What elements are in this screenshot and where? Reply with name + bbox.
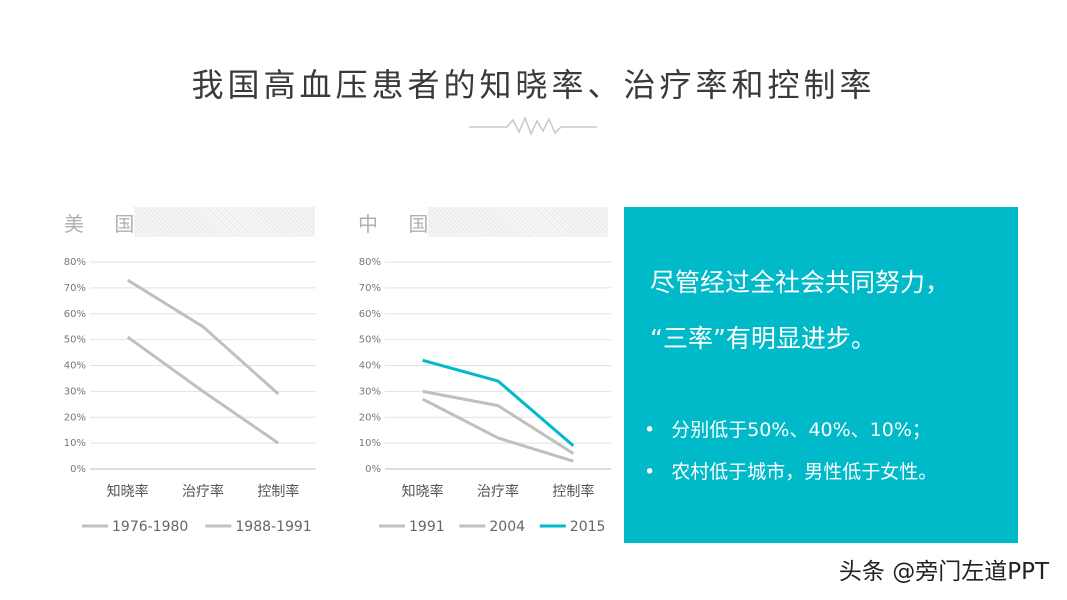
- summary-box: 尽管经过全社会共同努力， “三率”有明显进步。 分别低于50%、40%、10%；…: [624, 207, 1018, 543]
- us-xtick-label: 控制率: [257, 483, 299, 500]
- cn-ytick-label: 50%: [359, 335, 381, 346]
- cn-label-bar: [428, 207, 608, 237]
- cn-ytick-label: 10%: [359, 438, 381, 449]
- page-title: 我国高血压患者的知晓率、治疗率和控制率: [191, 66, 876, 104]
- us-ytick-label: 20%: [64, 412, 86, 423]
- cn-series-line-1991: [421, 397, 574, 463]
- cn-legend-label: 2015: [570, 519, 606, 535]
- cn-series-line-2004: [422, 389, 575, 455]
- cn-line-chart: 0% 10% 20% 30% 40% 50% 60% 70% 80% 知晓率 治疗率 控制率 1991 2…: [359, 257, 611, 535]
- watermark: 头条 @旁门左道PPT: [838, 559, 1049, 585]
- pulse-wave-icon: [469, 115, 597, 136]
- us-legend-label: 1988-1991: [235, 519, 311, 535]
- cn-xtick-label: 治疗率: [477, 483, 519, 500]
- cn-legend-label: 1991: [409, 519, 445, 535]
- cn-xtick-label: 控制率: [552, 483, 594, 500]
- summary-bullet-2: 农村低于城市，男性低于女性。: [644, 451, 937, 493]
- us-ytick-label: 60%: [64, 309, 86, 320]
- us-legend-label: 1976-1980: [112, 519, 188, 535]
- us-ytick-label: 10%: [64, 438, 86, 449]
- us-xtick-label: 知晓率: [107, 483, 149, 500]
- us-series-line-1976-1980: [126, 335, 280, 445]
- us-ytick-label: 70%: [64, 283, 86, 294]
- cn-ytick-label: 70%: [359, 283, 381, 294]
- cn-panel-label: 中 国: [358, 212, 441, 236]
- us-series-line-1988-1991: [126, 278, 280, 396]
- summary-bullet-1: 分别低于50%、40%、10%；: [644, 409, 937, 451]
- cn-ytick-label: 60%: [359, 309, 381, 320]
- summary-line-2: “三率”有明显进步。: [650, 324, 876, 353]
- cn-legend-label: 2004: [489, 519, 525, 535]
- us-ytick-label: 80%: [64, 257, 86, 268]
- us-line-chart: 0% 10% 20% 30% 40% 50% 60% 70% 80% 知晓率 治疗率 控制率 1976-…: [64, 257, 316, 535]
- summary-bullets: 分别低于50%、40%、10%； 农村低于城市，男性低于女性。: [644, 409, 937, 493]
- cn-ytick-label: 40%: [359, 361, 381, 372]
- us-xtick-label: 治疗率: [182, 483, 224, 500]
- us-ytick-label: 40%: [64, 361, 86, 372]
- cn-ytick-label: 30%: [359, 386, 381, 397]
- us-panel-label: 美 国: [64, 212, 147, 236]
- us-ytick-label: 30%: [64, 386, 86, 397]
- cn-ytick-label: 20%: [359, 412, 381, 423]
- us-ytick-label: 0%: [70, 464, 86, 475]
- cn-series-line-2015: [422, 358, 575, 447]
- summary-line-1: 尽管经过全社会共同努力，: [650, 268, 951, 297]
- cn-ytick-label: 80%: [359, 257, 381, 268]
- cn-xtick-label: 知晓率: [402, 483, 444, 500]
- cn-ytick-label: 0%: [365, 464, 381, 475]
- us-label-bar: [134, 207, 315, 237]
- us-ytick-label: 50%: [64, 335, 86, 346]
